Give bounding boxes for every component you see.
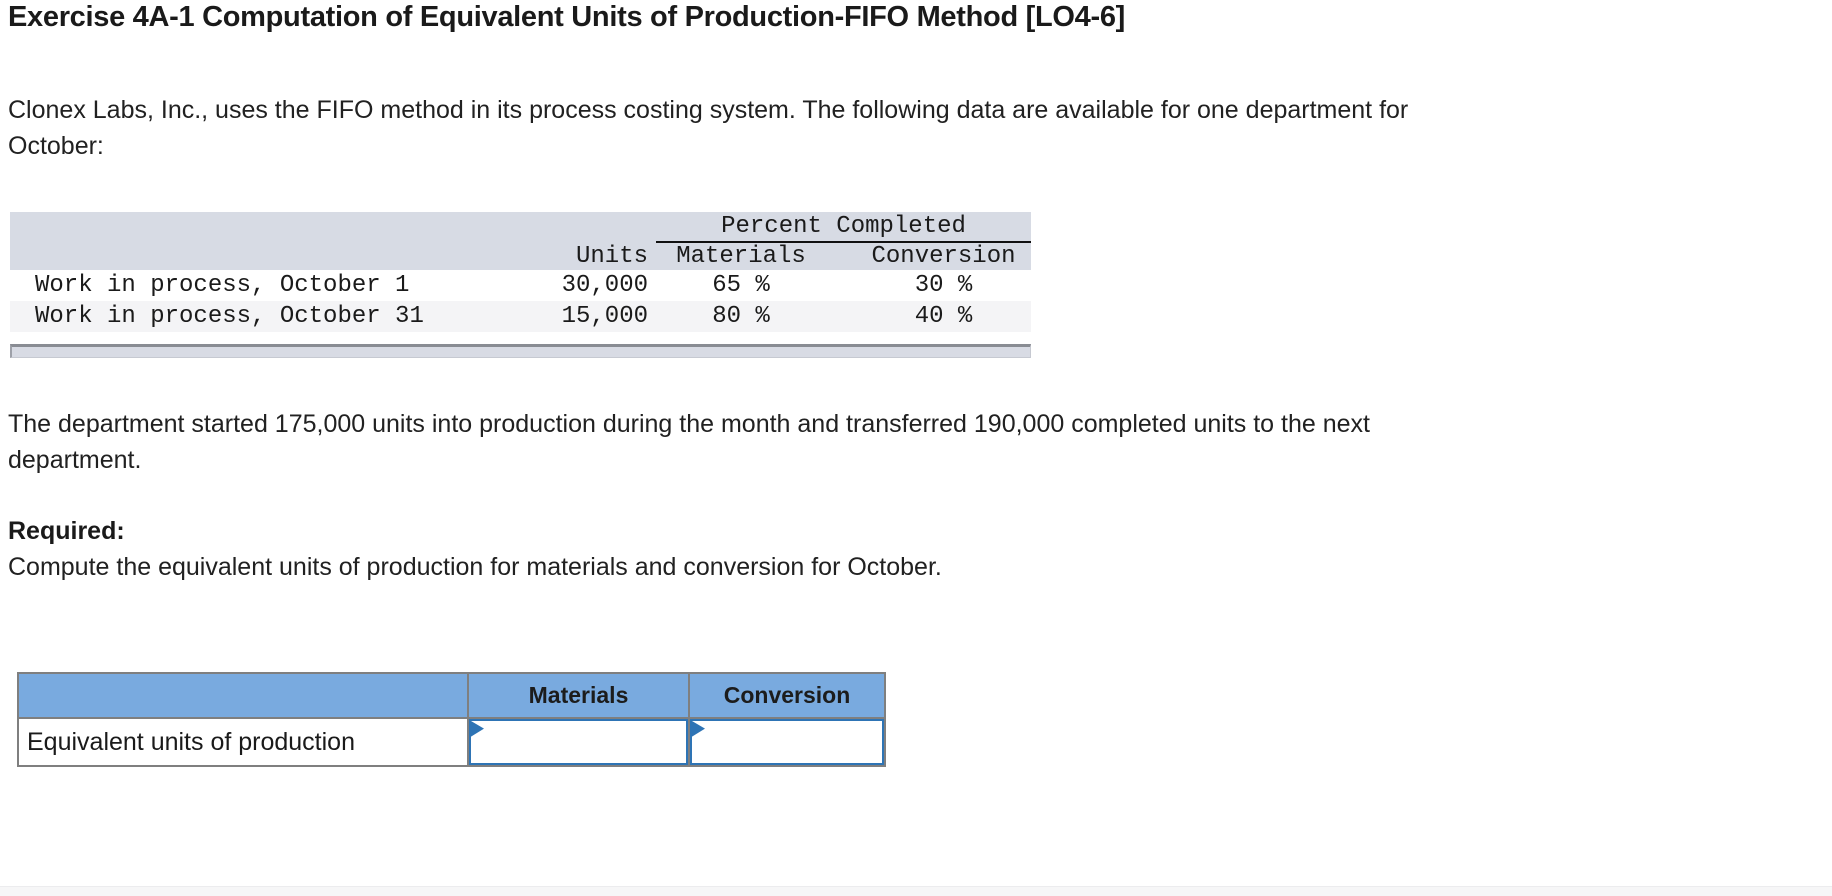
- exhibit-data-table: Percent Completed Units Materials Conver…: [10, 212, 1031, 332]
- intro-line-1: Clonex Labs, Inc., uses the FIFO method …: [8, 96, 1409, 124]
- exhibit-col-header-conversion: Conversion: [826, 242, 1031, 270]
- exhibit-col-header-units: Units: [560, 242, 656, 270]
- row-label: Work in process, October 31: [10, 301, 560, 332]
- answer-blank-header-cell: [17, 672, 469, 719]
- conversion-answer-input[interactable]: [690, 719, 884, 765]
- row-materials-pct: 65 %: [712, 272, 770, 299]
- cell-marker-icon: [471, 721, 484, 737]
- required-instruction: Compute the equivalent units of producti…: [8, 553, 942, 581]
- answer-row-label: Equivalent units of production: [17, 717, 469, 767]
- row-units-value: 30,000: [561, 272, 648, 299]
- cell-marker-icon: [692, 721, 705, 737]
- table-row: Work in process, October 1 30,000 65 % 3…: [10, 270, 1031, 301]
- exhibit-blank-cell: [560, 212, 656, 242]
- exhibit-blank-cell: [10, 242, 560, 270]
- middle-line-2: department.: [8, 446, 142, 474]
- materials-answer-input[interactable]: [469, 719, 688, 765]
- required-heading: Required:: [8, 517, 125, 545]
- middle-line-1: The department started 175,000 units int…: [8, 410, 1370, 438]
- table-row: Work in process, October 31 15,000 80 % …: [10, 301, 1031, 332]
- exhibit-col-header-materials: Materials: [656, 242, 826, 270]
- exhibit-blank-cell: [10, 212, 560, 242]
- row-conversion-pct: 40 %: [826, 301, 1031, 332]
- answer-col-header-materials: Materials: [467, 672, 690, 719]
- answer-row: Equivalent units of production: [17, 717, 886, 767]
- intro-line-2: October:: [8, 132, 104, 160]
- answer-input-table: Materials Conversion Equivalent units of…: [17, 672, 886, 767]
- row-label: Work in process, October 1: [35, 272, 410, 299]
- row-materials-pct: 80 %: [656, 301, 826, 332]
- middle-paragraph: The department started 175,000 units int…: [8, 406, 1370, 478]
- row-conversion-pct: 30 %: [914, 272, 973, 299]
- page-bottom-strip: [0, 886, 1832, 896]
- exhibit-group-header: Percent Completed: [656, 212, 1031, 243]
- answer-col-header-conversion: Conversion: [688, 672, 886, 719]
- row-units-value: 15,000: [560, 301, 656, 332]
- table-horizontal-scrollbar[interactable]: [10, 344, 1031, 358]
- page-title: Exercise 4A-1 Computation of Equivalent …: [8, 1, 1126, 33]
- intro-paragraph: Clonex Labs, Inc., uses the FIFO method …: [8, 92, 1408, 164]
